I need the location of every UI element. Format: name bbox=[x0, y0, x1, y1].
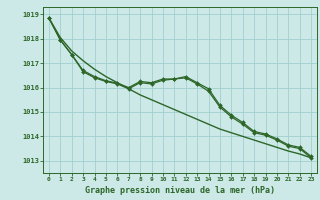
X-axis label: Graphe pression niveau de la mer (hPa): Graphe pression niveau de la mer (hPa) bbox=[85, 186, 275, 195]
